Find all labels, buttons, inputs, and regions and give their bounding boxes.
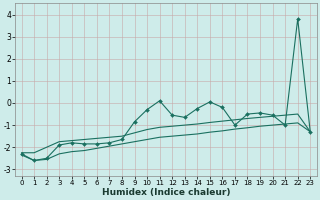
X-axis label: Humidex (Indice chaleur): Humidex (Indice chaleur)	[102, 188, 230, 197]
